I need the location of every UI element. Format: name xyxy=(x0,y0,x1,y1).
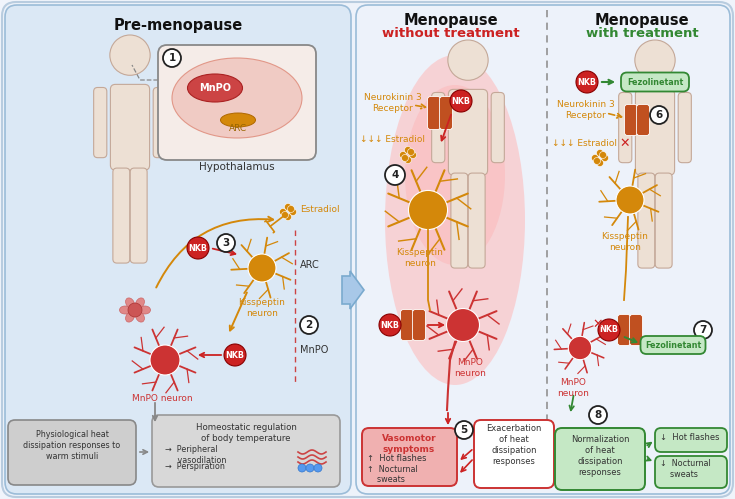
FancyBboxPatch shape xyxy=(158,45,316,160)
FancyBboxPatch shape xyxy=(638,173,655,268)
FancyBboxPatch shape xyxy=(637,104,650,136)
Circle shape xyxy=(306,464,314,472)
FancyBboxPatch shape xyxy=(401,309,414,340)
Text: MnPO
neuron: MnPO neuron xyxy=(557,378,589,398)
Circle shape xyxy=(568,336,592,360)
Ellipse shape xyxy=(385,55,525,385)
Circle shape xyxy=(404,147,412,154)
Text: 2: 2 xyxy=(305,320,312,330)
Circle shape xyxy=(589,406,607,424)
Text: NKB: NKB xyxy=(578,77,597,86)
Text: 7: 7 xyxy=(699,325,706,335)
FancyBboxPatch shape xyxy=(130,168,147,263)
Text: 8: 8 xyxy=(595,410,602,420)
Text: Homeostatic regulation
of body temperature: Homeostatic regulation of body temperatu… xyxy=(196,423,296,443)
Circle shape xyxy=(600,152,606,159)
FancyBboxPatch shape xyxy=(110,84,150,170)
Circle shape xyxy=(576,71,598,93)
Text: Neurokinin 3
Receptor: Neurokinin 3 Receptor xyxy=(557,100,615,120)
Circle shape xyxy=(284,214,292,221)
Circle shape xyxy=(379,314,401,336)
Ellipse shape xyxy=(220,113,256,127)
FancyBboxPatch shape xyxy=(655,173,672,268)
Circle shape xyxy=(450,90,472,112)
Circle shape xyxy=(150,345,180,375)
Circle shape xyxy=(385,165,405,185)
Text: NKB: NKB xyxy=(188,244,207,252)
Text: with treatment: with treatment xyxy=(586,27,698,40)
Text: Kisspeptin
neuron: Kisspeptin neuron xyxy=(601,232,648,252)
FancyBboxPatch shape xyxy=(621,72,689,91)
Circle shape xyxy=(187,237,209,259)
Text: MnPO neuron: MnPO neuron xyxy=(132,394,193,403)
Text: Exacerbation
of heat
dissipation
responses: Exacerbation of heat dissipation respons… xyxy=(487,424,542,466)
Text: ✕: ✕ xyxy=(620,137,630,150)
FancyBboxPatch shape xyxy=(617,314,631,345)
FancyBboxPatch shape xyxy=(113,168,130,263)
FancyBboxPatch shape xyxy=(655,456,727,488)
FancyBboxPatch shape xyxy=(625,104,637,136)
Circle shape xyxy=(128,303,142,317)
FancyBboxPatch shape xyxy=(428,96,440,130)
Text: 4: 4 xyxy=(391,170,398,180)
Text: Estradiol: Estradiol xyxy=(300,206,340,215)
Circle shape xyxy=(409,191,448,230)
Text: 6: 6 xyxy=(656,110,663,120)
Text: without treatment: without treatment xyxy=(382,27,520,40)
Text: NKB: NKB xyxy=(226,350,245,359)
Circle shape xyxy=(298,464,306,472)
FancyBboxPatch shape xyxy=(93,87,107,158)
FancyBboxPatch shape xyxy=(8,420,136,485)
FancyBboxPatch shape xyxy=(440,96,453,130)
Text: Kisspeptin
neuron: Kisspeptin neuron xyxy=(239,298,285,318)
Ellipse shape xyxy=(172,58,302,138)
Text: →  Peripheral
     vasodilation: → Peripheral vasodilation xyxy=(165,445,226,465)
Circle shape xyxy=(593,158,600,165)
Circle shape xyxy=(407,149,415,156)
Circle shape xyxy=(404,157,412,164)
Text: Normalization
of heat
dissipation
responses: Normalization of heat dissipation respon… xyxy=(571,435,629,478)
Text: NKB: NKB xyxy=(381,320,400,329)
Text: ✕: ✕ xyxy=(592,317,603,330)
Text: Menopause: Menopause xyxy=(595,13,689,28)
FancyBboxPatch shape xyxy=(555,428,645,490)
FancyBboxPatch shape xyxy=(491,92,504,163)
Text: 3: 3 xyxy=(223,238,229,248)
Circle shape xyxy=(597,160,603,167)
FancyBboxPatch shape xyxy=(362,428,457,486)
Text: Vasomotor
symptoms: Vasomotor symptoms xyxy=(381,434,437,454)
Text: Neurokinin 3
Receptor: Neurokinin 3 Receptor xyxy=(364,93,422,113)
Text: Fezolinetant: Fezolinetant xyxy=(645,340,701,349)
FancyBboxPatch shape xyxy=(635,89,675,175)
Circle shape xyxy=(279,209,287,216)
Circle shape xyxy=(248,254,276,282)
Circle shape xyxy=(409,152,417,159)
FancyBboxPatch shape xyxy=(412,309,426,340)
Text: Menopause: Menopause xyxy=(404,13,498,28)
Ellipse shape xyxy=(126,298,135,308)
Text: MnPO
neuron: MnPO neuron xyxy=(454,358,486,378)
Circle shape xyxy=(650,106,668,124)
FancyBboxPatch shape xyxy=(619,92,632,163)
Ellipse shape xyxy=(135,298,144,308)
Circle shape xyxy=(400,152,406,159)
Circle shape xyxy=(446,308,479,341)
Text: Pre-menopause: Pre-menopause xyxy=(113,18,243,33)
FancyBboxPatch shape xyxy=(153,87,166,158)
Ellipse shape xyxy=(187,74,243,102)
Circle shape xyxy=(592,155,598,162)
Circle shape xyxy=(282,212,289,219)
FancyBboxPatch shape xyxy=(678,92,692,163)
Ellipse shape xyxy=(405,85,505,265)
Circle shape xyxy=(163,49,181,67)
Circle shape xyxy=(290,209,296,216)
FancyBboxPatch shape xyxy=(474,420,554,488)
Circle shape xyxy=(598,319,620,341)
Circle shape xyxy=(455,421,473,439)
Ellipse shape xyxy=(126,312,135,322)
Text: ARC: ARC xyxy=(300,260,320,270)
FancyArrow shape xyxy=(342,271,364,309)
Circle shape xyxy=(635,40,675,80)
Circle shape xyxy=(314,464,322,472)
